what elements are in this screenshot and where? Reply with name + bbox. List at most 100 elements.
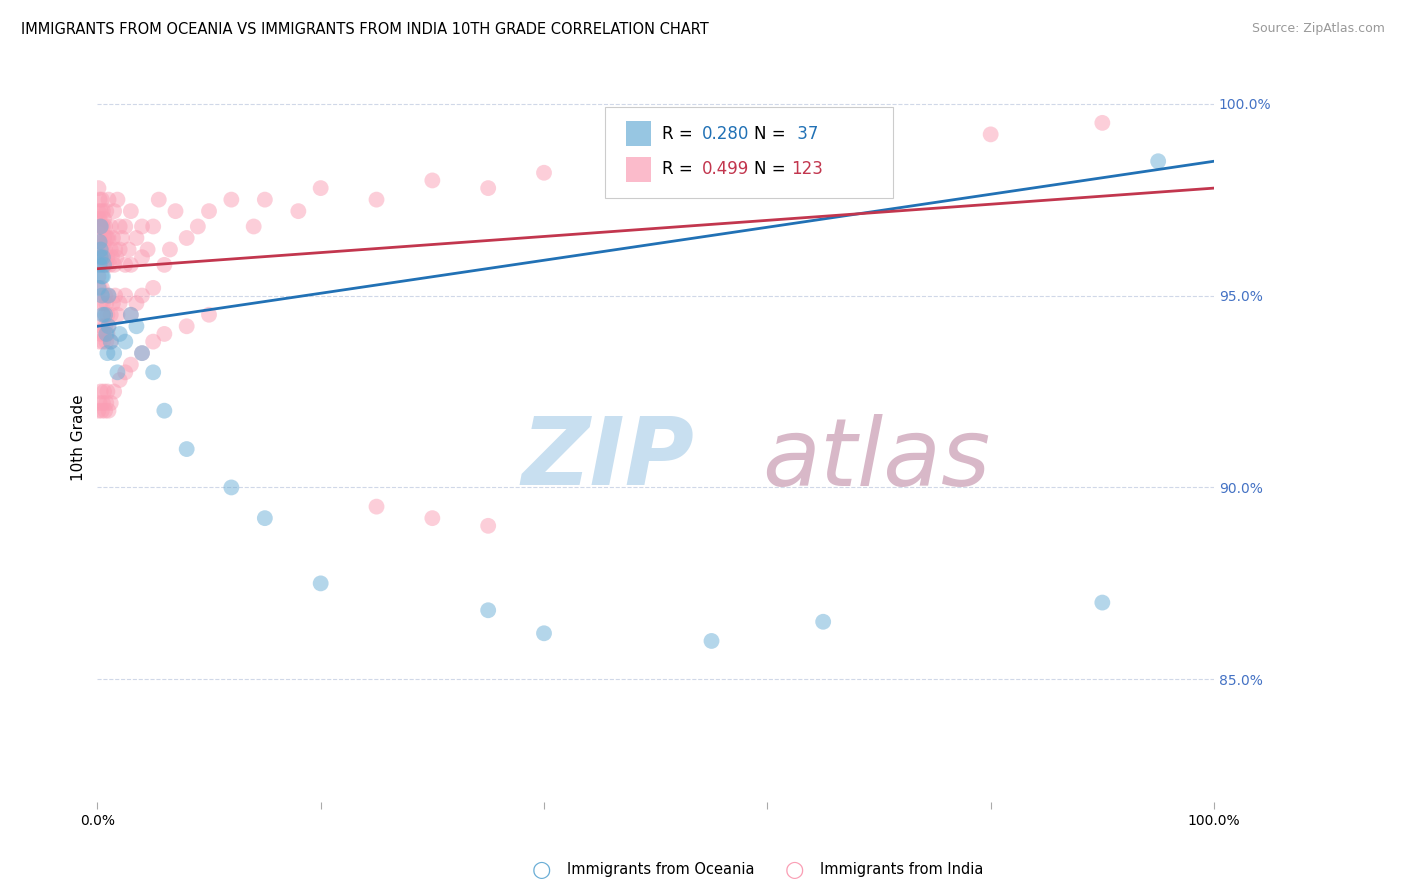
Point bbox=[104, 288, 127, 302]
Point bbox=[811, 615, 834, 629]
Point bbox=[120, 204, 142, 219]
Point bbox=[91, 296, 114, 310]
Point bbox=[477, 181, 499, 195]
Point bbox=[96, 326, 118, 341]
Point bbox=[89, 193, 111, 207]
Point bbox=[198, 308, 221, 322]
Point bbox=[89, 396, 111, 410]
Point bbox=[94, 308, 117, 322]
Point bbox=[108, 243, 131, 257]
Point bbox=[131, 288, 153, 302]
Point bbox=[104, 243, 127, 257]
Point bbox=[165, 204, 187, 219]
Point bbox=[533, 166, 555, 180]
Point bbox=[91, 396, 114, 410]
Point bbox=[198, 204, 221, 219]
Point bbox=[91, 269, 114, 284]
Point bbox=[103, 204, 125, 219]
Point bbox=[96, 250, 118, 264]
Point bbox=[94, 288, 117, 302]
Point bbox=[868, 135, 890, 149]
Point bbox=[253, 511, 276, 525]
Point bbox=[87, 181, 110, 195]
Point bbox=[120, 258, 142, 272]
Point bbox=[309, 181, 332, 195]
Point bbox=[131, 346, 153, 360]
Point bbox=[114, 219, 136, 234]
Point bbox=[90, 384, 112, 399]
Point bbox=[94, 319, 117, 334]
Point bbox=[90, 219, 112, 234]
Point bbox=[108, 373, 131, 387]
Text: Immigrants from India: Immigrants from India bbox=[820, 863, 983, 877]
Point bbox=[97, 319, 120, 334]
Point bbox=[90, 269, 112, 284]
Y-axis label: 10th Grade: 10th Grade bbox=[72, 394, 86, 481]
Point bbox=[90, 243, 112, 257]
Point bbox=[90, 403, 112, 417]
Text: R =: R = bbox=[662, 125, 699, 143]
Point bbox=[100, 219, 122, 234]
Point bbox=[108, 219, 131, 234]
Point bbox=[89, 235, 111, 249]
Point bbox=[153, 326, 176, 341]
Point bbox=[105, 250, 128, 264]
Point bbox=[97, 288, 120, 302]
Point bbox=[93, 326, 115, 341]
Text: 123: 123 bbox=[792, 161, 824, 178]
Point bbox=[700, 634, 723, 648]
Point bbox=[477, 518, 499, 533]
Point bbox=[94, 243, 117, 257]
Point bbox=[125, 296, 148, 310]
Point bbox=[176, 319, 198, 334]
Point bbox=[120, 358, 142, 372]
Point bbox=[176, 442, 198, 456]
Point bbox=[87, 403, 110, 417]
Point bbox=[101, 250, 124, 264]
Point bbox=[153, 403, 176, 417]
Point bbox=[90, 319, 112, 334]
Point bbox=[103, 384, 125, 399]
Point bbox=[111, 231, 134, 245]
Point bbox=[253, 193, 276, 207]
Point bbox=[644, 154, 666, 169]
Point bbox=[131, 346, 153, 360]
Point bbox=[90, 219, 112, 234]
Text: ○: ○ bbox=[785, 860, 804, 880]
Point bbox=[91, 238, 114, 252]
Text: Immigrants from Oceania: Immigrants from Oceania bbox=[567, 863, 754, 877]
Point bbox=[96, 334, 118, 349]
Point bbox=[90, 250, 112, 264]
Point bbox=[422, 511, 444, 525]
Point bbox=[87, 281, 110, 295]
Point bbox=[980, 128, 1002, 142]
Point bbox=[90, 288, 112, 302]
Point bbox=[422, 173, 444, 187]
Point bbox=[142, 219, 165, 234]
Point bbox=[117, 243, 139, 257]
Point bbox=[101, 296, 124, 310]
Point bbox=[103, 258, 125, 272]
Point bbox=[96, 396, 118, 410]
Point bbox=[120, 308, 142, 322]
Text: N =: N = bbox=[754, 125, 790, 143]
Point bbox=[1091, 596, 1114, 610]
Point bbox=[187, 219, 209, 234]
Point bbox=[91, 219, 114, 234]
Point bbox=[90, 296, 112, 310]
Point bbox=[100, 334, 122, 349]
Point bbox=[108, 326, 131, 341]
Point bbox=[287, 204, 309, 219]
Text: 0.280: 0.280 bbox=[702, 125, 749, 143]
Text: 0.499: 0.499 bbox=[702, 161, 749, 178]
Point bbox=[96, 308, 118, 322]
Point bbox=[89, 211, 111, 226]
Point bbox=[96, 296, 118, 310]
Point bbox=[142, 365, 165, 379]
Point bbox=[221, 480, 243, 494]
Point bbox=[91, 308, 114, 322]
Point bbox=[131, 250, 153, 264]
Point bbox=[90, 204, 112, 219]
Point bbox=[97, 231, 120, 245]
Point bbox=[131, 219, 153, 234]
